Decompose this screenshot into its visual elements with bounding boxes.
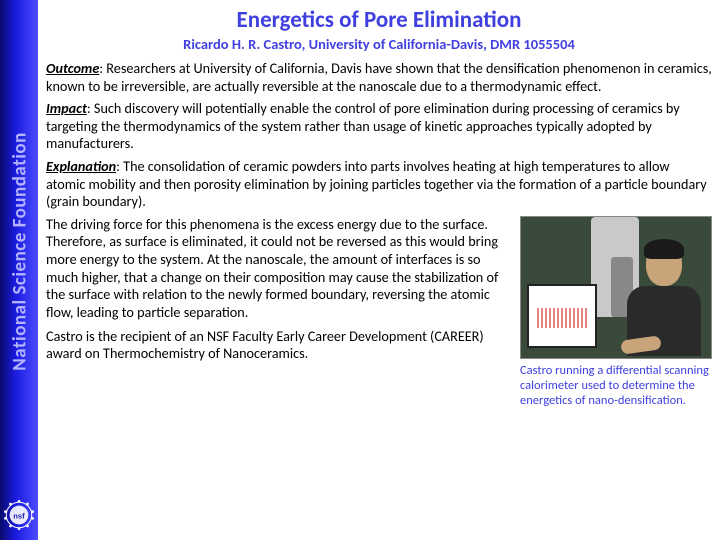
page-title: Energetics of Pore Elimination — [46, 6, 712, 34]
nsf-logo-icon: nsf — [2, 498, 36, 532]
impact-label: Impact — [46, 99, 87, 117]
page-subtitle: Ricardo H. R. Castro, University of Cali… — [46, 35, 712, 53]
impact-text: : Such discovery will potentially enable… — [46, 99, 680, 152]
impact-paragraph: Impact: Such discovery will potentially … — [46, 100, 712, 153]
photo-icon — [520, 216, 712, 359]
sidebar: National Science Foundation nsf — [0, 0, 38, 540]
outcome-label: Outcome — [46, 59, 99, 77]
figure: Castro running a differential scanning c… — [520, 216, 712, 408]
sidebar-label: National Science Foundation — [9, 112, 32, 392]
svg-text:nsf: nsf — [13, 511, 25, 520]
figure-caption: Castro running a differential scanning c… — [520, 363, 712, 408]
body-text: The driving force for this phenomena is … — [46, 216, 510, 408]
body-p2: Castro is the recipient of an NSF Facult… — [46, 328, 510, 363]
outcome-paragraph: Outcome: Researchers at University of Ca… — [46, 60, 712, 95]
explanation-label: Explanation — [46, 157, 116, 175]
body-p1: The driving force for this phenomena is … — [46, 216, 510, 322]
main-content: Energetics of Pore Elimination Ricardo H… — [46, 6, 712, 408]
explanation-paragraph: Explanation: The consolidation of cerami… — [46, 158, 712, 211]
outcome-text: : Researchers at University of Californi… — [46, 59, 712, 95]
lower-section: The driving force for this phenomena is … — [46, 216, 712, 408]
explanation-text: : The consolidation of ceramic powders i… — [46, 157, 707, 210]
